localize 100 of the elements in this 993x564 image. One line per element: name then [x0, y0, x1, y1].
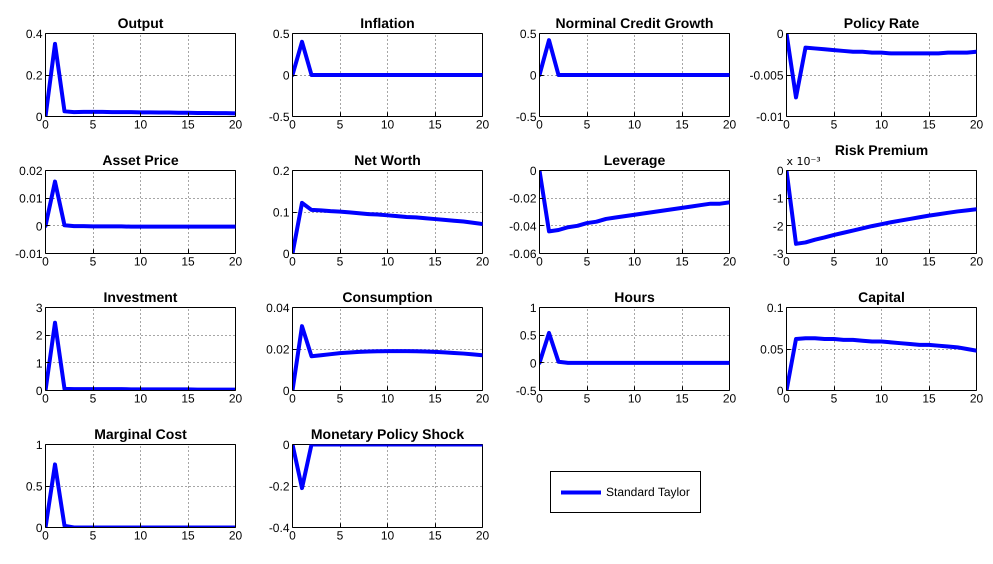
chart-title: Inflation — [360, 15, 415, 31]
chart-title: Consumption — [342, 289, 433, 305]
x-tick-label: 15 — [428, 392, 442, 406]
chart-title: Leverage — [604, 152, 666, 168]
y-tick-label: 0.05 — [760, 342, 784, 356]
y-tick-label: -0.5 — [516, 110, 537, 124]
x-tick-label: 15 — [428, 528, 442, 542]
chart-title: Policy Rate — [844, 15, 920, 31]
x-tick-label: 20 — [476, 118, 490, 132]
x-tick-label: 20 — [722, 118, 736, 132]
y-tick-label: -0.4 — [268, 521, 290, 535]
line-series — [786, 34, 976, 100]
chart-title: Investment — [104, 289, 178, 305]
x-tick-label: 20 — [722, 254, 736, 268]
x-tick-label: 5 — [90, 528, 97, 542]
x-tick-label: 10 — [134, 118, 148, 132]
x-tick-label: 5 — [584, 118, 591, 132]
x-tick-label: 15 — [675, 118, 689, 132]
chart-title: Monetary Policy Shock — [310, 426, 464, 442]
y-tick-label: -3 — [772, 247, 784, 261]
y-tick-label: 0.02 — [19, 164, 43, 178]
y-tick-label: 0.2 — [26, 68, 43, 82]
y-tick-label: 0.5 — [520, 27, 537, 41]
x-tick-label: 5 — [830, 392, 838, 406]
chart-title: Marginal Cost — [94, 426, 188, 442]
x-tick-label: 15 — [181, 528, 195, 542]
y-tick-label: 0.5 — [272, 27, 290, 41]
y-tick-label: -0.005 — [749, 68, 784, 82]
x-tick-label: 5 — [336, 528, 344, 542]
y-tick-label: -1 — [772, 192, 784, 206]
chart-title: Hours — [614, 289, 655, 305]
x-tick-label: 20 — [722, 392, 736, 406]
y-tick-label: 0 — [776, 27, 784, 41]
x-tick-label: 5 — [336, 118, 344, 132]
line-series — [46, 180, 236, 229]
x-tick-label: 15 — [675, 254, 689, 268]
x-tick-label: 15 — [922, 392, 936, 406]
y-tick-label: 0 — [282, 68, 290, 82]
y-tick-label: 0 — [530, 356, 537, 370]
x-tick-label: 5 — [90, 118, 97, 132]
y-tick-label: 0.01 — [19, 192, 43, 206]
chart-title: Norminal Credit Growth — [556, 15, 714, 31]
y-tick-label: 0 — [36, 219, 43, 234]
x-tick-label: 5 — [336, 392, 344, 406]
y-tick-label: 0.5 — [26, 480, 43, 494]
x-tick-label: 15 — [181, 118, 195, 132]
legend-label: Standard Taylor — [606, 485, 690, 499]
y-tick-label: -0.5 — [516, 384, 537, 398]
y-tick-label: -2 — [772, 219, 784, 234]
chart-title: Output — [118, 15, 164, 31]
x-tick-label: 5 — [90, 392, 97, 406]
y-tick-label: 2 — [36, 328, 43, 343]
x-tick-label: 10 — [380, 254, 394, 268]
y-tick-label: -0.01 — [756, 110, 784, 124]
x-tick-label: 15 — [428, 118, 442, 132]
y-tick-label: 0 — [282, 438, 290, 452]
y-tick-label: 0.5 — [520, 328, 537, 343]
y-tick-label: 0.2 — [272, 164, 290, 178]
x-tick-label: 20 — [970, 392, 984, 406]
y-tick-label: 1 — [36, 356, 43, 370]
chart-title: Net Worth — [354, 152, 421, 168]
y-tick-label: -0.04 — [509, 219, 537, 234]
y-tick-label: -0.2 — [268, 480, 290, 494]
x-tick-label: 10 — [874, 254, 888, 268]
x-tick-label: 10 — [134, 254, 148, 268]
x-tick-label: 15 — [922, 118, 936, 132]
x-tick-label: 5 — [584, 254, 591, 268]
line-series — [540, 170, 730, 234]
x-tick-label: 20 — [476, 528, 490, 542]
x-tick-label: 5 — [584, 392, 591, 406]
y-tick-label: 0.04 — [266, 301, 290, 315]
x-tick-label: 15 — [181, 254, 195, 268]
x-tick-label: 5 — [830, 118, 838, 132]
y-tick-label: 3 — [36, 301, 43, 315]
x-tick-label: 10 — [628, 392, 642, 406]
y-tick-label: 1 — [530, 301, 537, 315]
chart-title: Asset Price — [102, 152, 179, 168]
x-tick-label: 10 — [380, 392, 394, 406]
x-tick-label: 15 — [428, 254, 442, 268]
chart-title: Risk Premium — [834, 142, 928, 158]
x-tick-label: 15 — [181, 392, 195, 406]
x-tick-label: 5 — [830, 254, 838, 268]
y-tick-label: 1 — [36, 438, 43, 452]
y-tick-label: 0.02 — [266, 342, 290, 356]
x-tick-label: 20 — [970, 254, 984, 268]
line-series — [786, 170, 976, 246]
x-tick-label: 10 — [874, 118, 888, 132]
x-tick-label: 20 — [476, 254, 490, 268]
y-tick-label: -0.06 — [509, 247, 537, 261]
x-tick-label: 5 — [336, 254, 344, 268]
x-tick-label: 10 — [628, 254, 642, 268]
x-tick-label: 5 — [90, 254, 97, 268]
x-tick-label: 10 — [134, 392, 148, 406]
x-tick-label: 10 — [380, 118, 394, 132]
y-tick-label: 0 — [776, 164, 784, 178]
x-tick-label: 10 — [134, 528, 148, 542]
y-tick-label: 0 — [530, 68, 537, 82]
x-tick-label: 20 — [228, 118, 242, 132]
y-tick-label: -0.5 — [268, 110, 290, 124]
x-tick-label: 10 — [628, 118, 642, 132]
